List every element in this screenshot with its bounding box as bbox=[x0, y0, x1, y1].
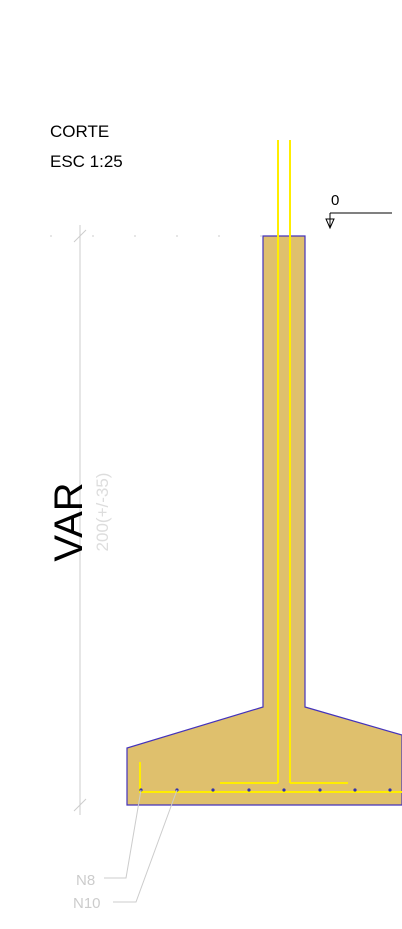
leaders bbox=[104, 789, 178, 903]
dot bbox=[388, 788, 392, 792]
scale: ESC 1:25 bbox=[50, 152, 123, 171]
rebar-label: N10 bbox=[73, 895, 101, 912]
level-symbol bbox=[325, 213, 335, 230]
dot bbox=[318, 788, 322, 792]
concrete-section bbox=[126, 235, 402, 806]
bottom-bar bbox=[139, 762, 402, 793]
dot bbox=[211, 788, 215, 792]
leader bbox=[113, 789, 178, 903]
dot bbox=[353, 788, 357, 792]
dimension-tick bbox=[73, 798, 87, 812]
level-label: 0 bbox=[331, 192, 339, 209]
rebar-label: N8 bbox=[76, 872, 95, 889]
dimension-value: 200(+/-35) bbox=[93, 473, 112, 552]
dimension-label: VAR bbox=[47, 482, 91, 561]
dot bbox=[247, 788, 251, 792]
title: CORTE bbox=[50, 122, 109, 141]
dot bbox=[282, 788, 286, 792]
leader bbox=[104, 789, 142, 879]
rebar bbox=[139, 140, 402, 793]
dimension-lines bbox=[50, 225, 263, 815]
dimension-tick bbox=[73, 229, 87, 243]
